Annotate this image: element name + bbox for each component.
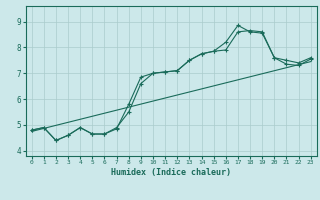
X-axis label: Humidex (Indice chaleur): Humidex (Indice chaleur): [111, 168, 231, 177]
